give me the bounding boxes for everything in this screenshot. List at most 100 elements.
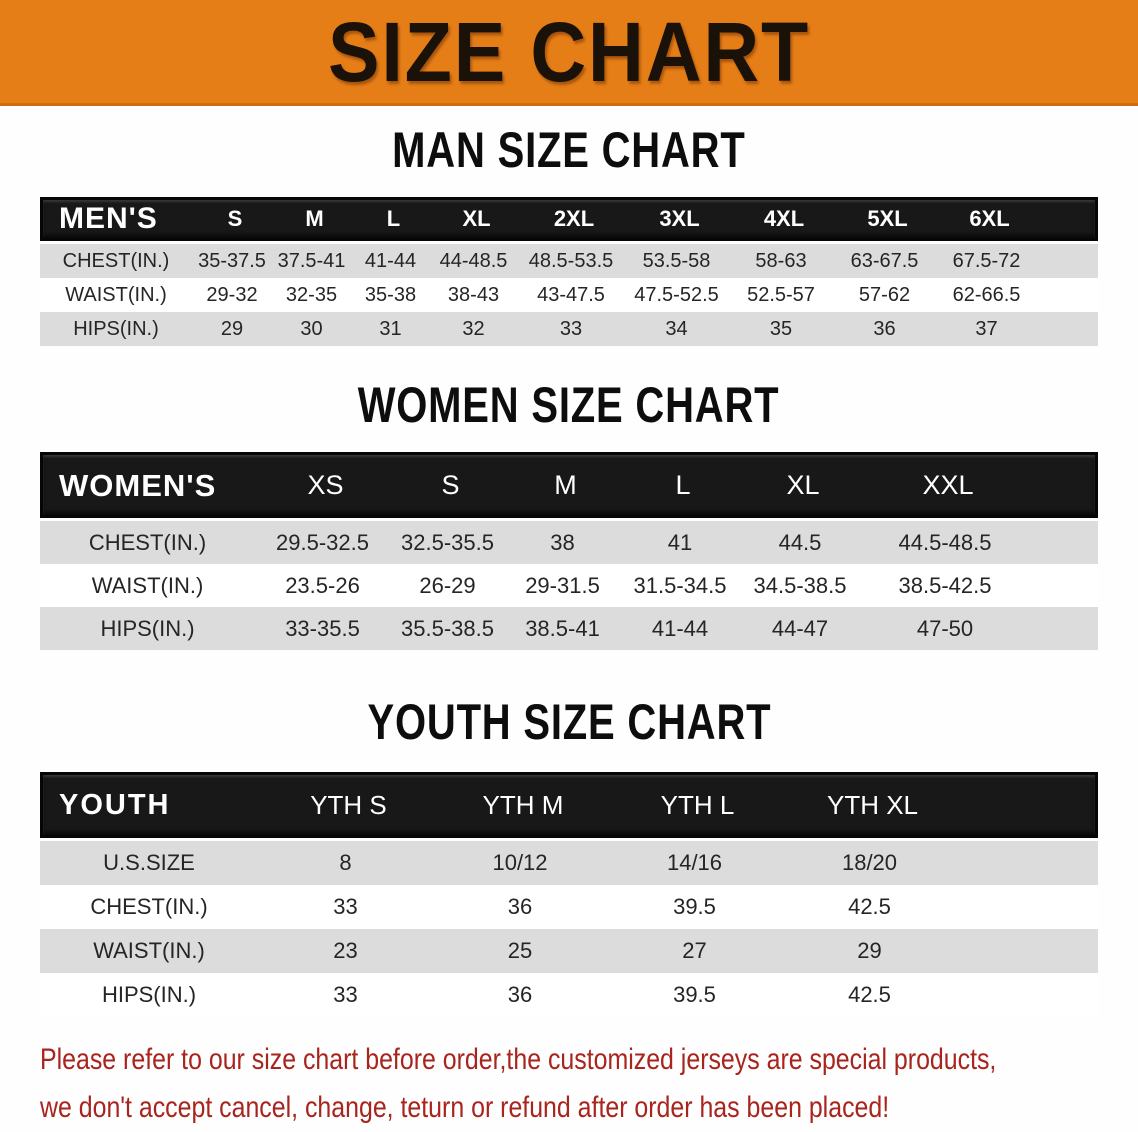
table-row: WAIST(IN.) 23.5-26 26-29 29-31.5 31.5-34.5 34… bbox=[40, 564, 1098, 607]
size-value-cell: 33 bbox=[333, 894, 358, 919]
size-value-cell: 44.5-48.5 bbox=[898, 529, 992, 555]
size-value-cell: 30 bbox=[300, 318, 323, 340]
size-column-header: XL bbox=[786, 469, 820, 500]
footer-disclaimer-line-1: Please refer to our size chart before or… bbox=[40, 1043, 997, 1076]
size-value-cell: 26-29 bbox=[419, 572, 476, 598]
table-row: HIPS(IN.) 33 36 39.5 42.5 bbox=[40, 973, 1098, 1017]
women-size-table: WOMEN'S XS S M L XL XXL CHEST(IN.) 29.5-32.5 32.5… bbox=[40, 452, 1098, 650]
size-column-header: XXL bbox=[922, 469, 974, 500]
table-row: HIPS(IN.) 33-35.5 35.5-38.5 38.5-41 41-44 44-… bbox=[40, 607, 1098, 650]
size-column-header: S bbox=[227, 206, 243, 231]
size-value-cell: 38-43 bbox=[447, 284, 500, 306]
women-section-heading: WOMEN SIZE CHART bbox=[0, 380, 1138, 430]
row-label: HIPS(IN.) bbox=[100, 615, 195, 641]
size-value-cell: 35.5-38.5 bbox=[401, 615, 494, 641]
size-value-cell: 62-66.5 bbox=[952, 284, 1021, 306]
size-value-cell: 57-62 bbox=[858, 284, 911, 306]
size-value-cell: 35-37.5 bbox=[198, 250, 266, 272]
table-row: CHEST(IN.) 33 36 39.5 42.5 bbox=[40, 885, 1098, 929]
size-value-cell: 29-32 bbox=[206, 284, 258, 306]
size-value-cell: 34 bbox=[665, 318, 688, 340]
table-header-row: MEN'S S M L XL 2XL 3XL 4XL 5XL 6XL bbox=[40, 197, 1098, 241]
size-value-cell: 39.5 bbox=[673, 894, 716, 919]
size-value-cell: 31.5-34.5 bbox=[633, 572, 727, 598]
footer-disclaimer-line-2: we don't accept cancel, change, teturn o… bbox=[40, 1091, 890, 1124]
women-section-heading-text: WOMEN SIZE CHART bbox=[358, 377, 780, 433]
size-value-cell: 35 bbox=[769, 318, 793, 340]
page-title: SIZE CHART bbox=[327, 4, 811, 99]
size-value-cell: 42.5 bbox=[848, 894, 891, 919]
size-value-cell: 53.5-58 bbox=[642, 250, 711, 272]
size-value-cell: 32.5-35.5 bbox=[401, 529, 494, 555]
size-value-cell: 33 bbox=[559, 318, 583, 340]
size-value-cell: 63-67.5 bbox=[850, 250, 919, 272]
size-value-cell: 47-50 bbox=[916, 615, 974, 641]
table-row: CHEST(IN.) 35-37.5 37.5-41 41-44 44-48.5 48.5… bbox=[40, 244, 1098, 278]
men-size-table: MEN'S S M L XL 2XL 3XL 4XL 5XL 6XL CHEST(IN.) 35-37… bbox=[40, 197, 1098, 346]
row-label: CHEST(IN.) bbox=[88, 529, 207, 555]
size-column-header: S bbox=[441, 469, 460, 500]
size-value-cell: 33-35.5 bbox=[285, 615, 360, 641]
size-value-cell: 32-35 bbox=[285, 284, 338, 306]
table-row: WAIST(IN.) 23 25 27 29 bbox=[40, 929, 1098, 973]
youth-section-heading: YOUTH SIZE CHART bbox=[0, 697, 1138, 747]
size-column-header: L bbox=[675, 469, 691, 500]
size-column-header: YTH S bbox=[310, 790, 387, 820]
men-section-heading: MAN SIZE CHART bbox=[0, 125, 1138, 175]
size-value-cell: 41-44 bbox=[364, 250, 417, 272]
row-label: WAIST(IN.) bbox=[93, 938, 205, 963]
size-value-cell: 36 bbox=[507, 894, 533, 919]
size-value-cell: 47.5-52.5 bbox=[634, 284, 719, 306]
size-value-cell: 44-48.5 bbox=[439, 250, 508, 272]
size-column-header: XS bbox=[307, 469, 344, 500]
size-value-cell: 25 bbox=[507, 938, 533, 963]
size-value-cell: 29 bbox=[220, 318, 244, 340]
size-value-cell: 48.5-53.5 bbox=[528, 250, 614, 272]
size-value-cell: 31 bbox=[379, 318, 402, 340]
size-value-cell: 38 bbox=[550, 529, 575, 555]
size-value-cell: 44.5 bbox=[778, 529, 822, 555]
row-label: CHEST(IN.) bbox=[62, 250, 170, 272]
size-value-cell: 27 bbox=[682, 938, 707, 963]
banner: SIZE CHART bbox=[0, 0, 1138, 106]
size-value-cell: 58-63 bbox=[755, 250, 807, 272]
row-label: HIPS(IN.) bbox=[73, 318, 159, 340]
size-value-cell: 8 bbox=[339, 850, 352, 875]
size-value-cell: 33 bbox=[333, 982, 358, 1007]
table-header-row: WOMEN'S XS S M L XL XXL bbox=[40, 452, 1098, 518]
size-value-cell: 35-38 bbox=[364, 284, 417, 306]
size-value-cell: 42.5 bbox=[848, 982, 891, 1007]
row-label: CHEST(IN.) bbox=[90, 894, 208, 919]
table-corner-label: YOUTH bbox=[59, 788, 171, 821]
youth-section-heading-text: YOUTH SIZE CHART bbox=[367, 694, 771, 750]
table-corner-label: WOMEN'S bbox=[59, 467, 217, 503]
size-column-header: YTH M bbox=[482, 790, 564, 820]
size-value-cell: 23.5-26 bbox=[285, 572, 360, 598]
table-row: CHEST(IN.) 29.5-32.5 32.5-35.5 38 41 44.5 44.5… bbox=[40, 521, 1098, 564]
size-column-header: M bbox=[554, 469, 577, 500]
size-value-cell: 43-47.5 bbox=[537, 284, 605, 306]
size-value-cell: 37 bbox=[975, 318, 998, 340]
men-section-heading-text: MAN SIZE CHART bbox=[392, 122, 746, 178]
size-value-cell: 37.5-41 bbox=[277, 250, 346, 272]
size-value-cell: 29.5-32.5 bbox=[276, 529, 369, 555]
size-value-cell: 38.5-41 bbox=[525, 615, 600, 641]
size-column-header: 4XL bbox=[763, 206, 805, 231]
size-value-cell: 44-47 bbox=[771, 615, 829, 641]
size-value-cell: 67.5-72 bbox=[952, 250, 1021, 272]
size-value-cell: 36 bbox=[507, 982, 533, 1007]
size-value-cell: 10/12 bbox=[492, 850, 548, 875]
table-header-row: YOUTH YTH S YTH M YTH L YTH XL bbox=[40, 772, 1098, 838]
size-column-header: YTH XL bbox=[826, 790, 919, 820]
size-column-header: YTH L bbox=[660, 790, 735, 820]
table-corner-label: MEN'S bbox=[59, 202, 158, 235]
size-value-cell: 52.5-57 bbox=[747, 284, 815, 306]
size-column-header: 3XL bbox=[659, 206, 700, 231]
row-label: U.S.SIZE bbox=[103, 850, 195, 875]
row-label: WAIST(IN.) bbox=[91, 572, 204, 598]
size-value-cell: 34.5-38.5 bbox=[753, 572, 847, 598]
size-value-cell: 39.5 bbox=[673, 982, 716, 1007]
size-value-cell: 38.5-42.5 bbox=[898, 572, 992, 598]
footer-disclaimer: Please refer to our size chart before or… bbox=[40, 1036, 1130, 1132]
